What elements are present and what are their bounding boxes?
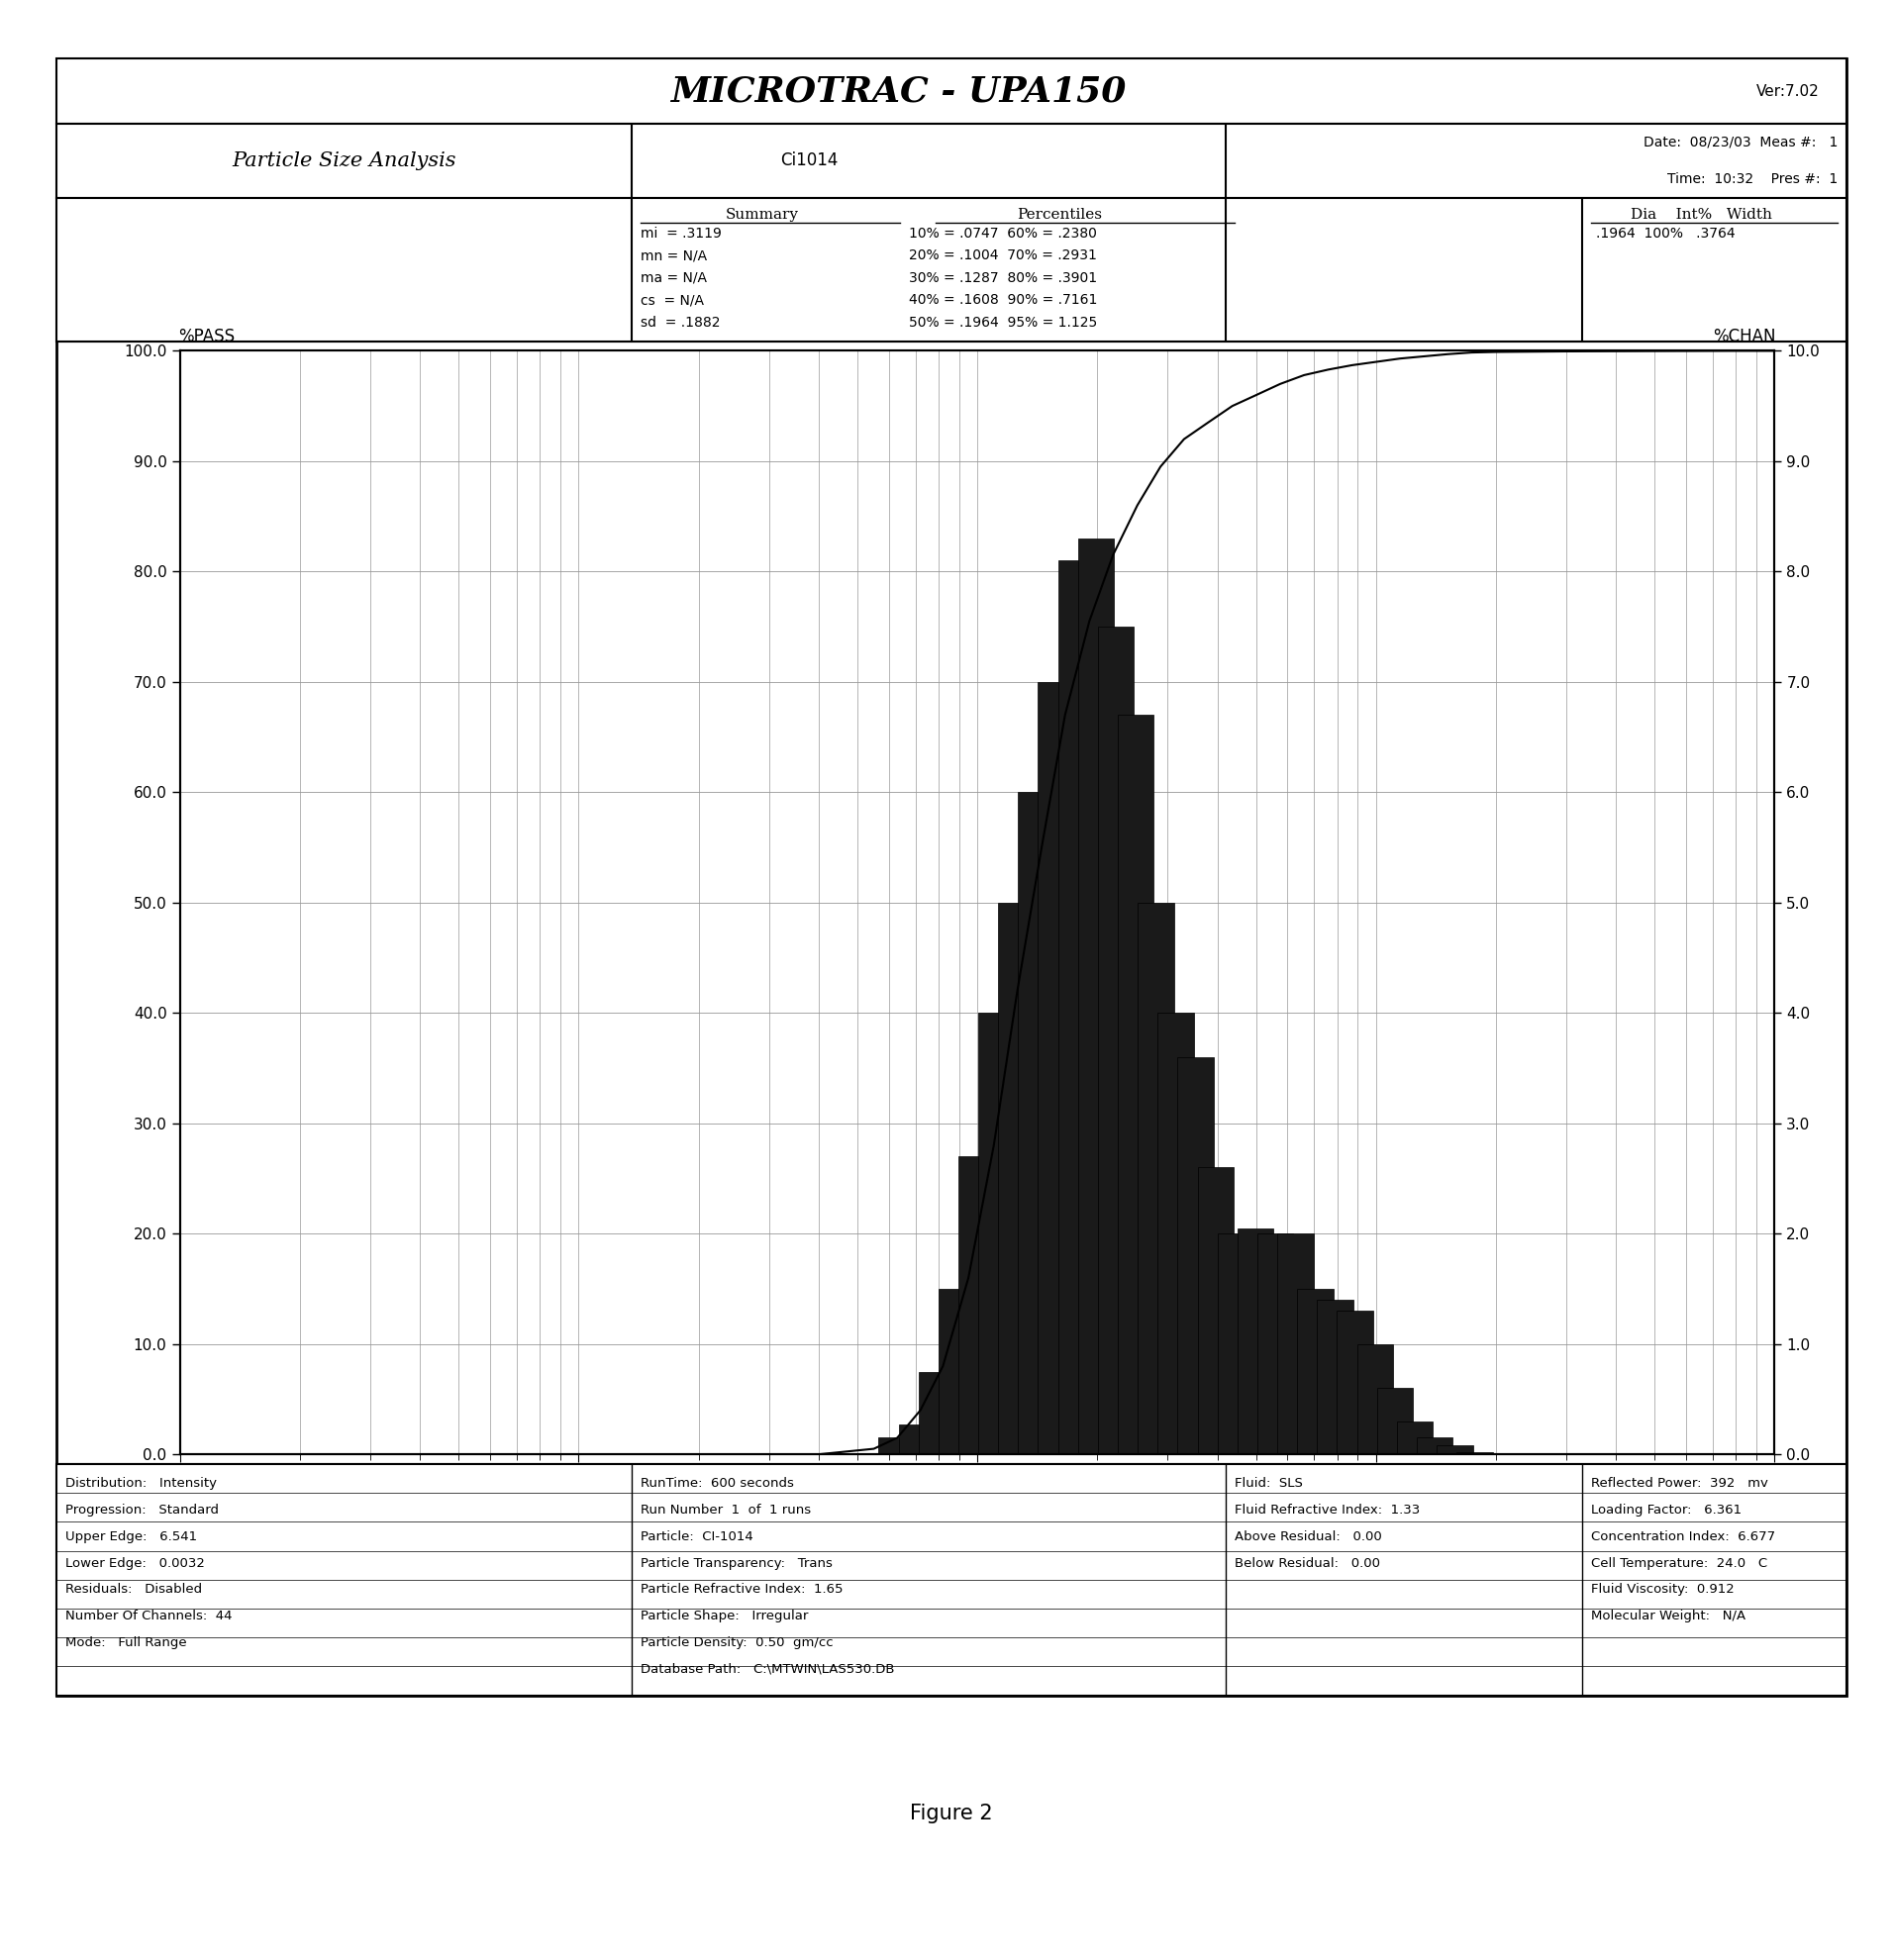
Text: Particle Shape:   Irregular: Particle Shape: Irregular [640, 1609, 809, 1623]
Text: 50% = .1964  95% = 1.125: 50% = .1964 95% = 1.125 [909, 316, 1097, 329]
Bar [979, 1013, 1015, 1454]
Text: Database Path:   C:\MTWIN\LAS530.DB: Database Path: C:\MTWIN\LAS530.DB [640, 1662, 894, 1676]
Text: mn = N/A: mn = N/A [640, 249, 706, 263]
Bar [958, 1156, 994, 1454]
Text: Fluid Refractive Index:  1.33: Fluid Refractive Index: 1.33 [1235, 1503, 1420, 1517]
Text: Mode:   Full Range: Mode: Full Range [66, 1637, 188, 1648]
Text: Particle Refractive Index:  1.65: Particle Refractive Index: 1.65 [640, 1584, 843, 1595]
Text: Run Number  1  of  1 runs: Run Number 1 of 1 runs [640, 1503, 811, 1517]
Bar [1038, 682, 1074, 1454]
Bar [1356, 1345, 1394, 1454]
Text: Ver:7.02: Ver:7.02 [1758, 84, 1820, 98]
Bar [879, 1439, 915, 1454]
Text: %PASS: %PASS [178, 327, 235, 345]
Bar [1138, 902, 1174, 1454]
Text: Below Residual:   0.00: Below Residual: 0.00 [1235, 1556, 1381, 1570]
Text: Lower Edge:   0.0032: Lower Edge: 0.0032 [66, 1556, 205, 1570]
Bar [1337, 1311, 1373, 1454]
Bar [1456, 1452, 1492, 1454]
Text: 10% = .0747  60% = .2380: 10% = .0747 60% = .2380 [909, 227, 1097, 241]
Text: Cell Temperature:  24.0   C: Cell Temperature: 24.0 C [1591, 1556, 1767, 1570]
Bar [938, 1290, 974, 1454]
Bar [1157, 1013, 1193, 1454]
Bar [1417, 1439, 1453, 1454]
Bar [1438, 1445, 1474, 1454]
Bar [1099, 627, 1135, 1454]
Bar [1178, 1056, 1214, 1454]
Text: Ci1014: Ci1014 [780, 151, 837, 171]
Bar [1316, 1299, 1352, 1454]
Text: Upper Edge:   6.541: Upper Edge: 6.541 [66, 1531, 197, 1543]
Text: Molecular Weight:   N/A: Molecular Weight: N/A [1591, 1609, 1744, 1623]
X-axis label: - Size (microns) -: - Size (microns) - [902, 1494, 1053, 1511]
Bar [1377, 1388, 1413, 1454]
Text: 40% = .1608  90% = .7161: 40% = .1608 90% = .7161 [909, 294, 1097, 308]
Text: Time:  10:32    Pres #:  1: Time: 10:32 Pres #: 1 [1667, 172, 1837, 186]
Text: Reflected Power:  392   mv: Reflected Power: 392 mv [1591, 1476, 1767, 1490]
Bar [1019, 792, 1055, 1454]
Text: Distribution:   Intensity: Distribution: Intensity [66, 1476, 218, 1490]
Text: Figure 2: Figure 2 [911, 1803, 992, 1823]
Bar [898, 1425, 934, 1454]
Text: 20% = .1004  70% = .2931: 20% = .1004 70% = .2931 [909, 249, 1097, 263]
Text: Number Of Channels:  44: Number Of Channels: 44 [66, 1609, 233, 1623]
Text: Dia    Int%   Width: Dia Int% Width [1631, 208, 1771, 221]
Text: Loading Factor:   6.361: Loading Factor: 6.361 [1591, 1503, 1741, 1517]
Text: Above Residual:   0.00: Above Residual: 0.00 [1235, 1531, 1383, 1543]
Bar [1078, 539, 1114, 1454]
Text: mi  = .3119: mi = .3119 [640, 227, 722, 241]
Text: Fluid:  SLS: Fluid: SLS [1235, 1476, 1303, 1490]
Bar [1197, 1168, 1233, 1454]
Text: Residuals:   Disabled: Residuals: Disabled [66, 1584, 203, 1595]
Text: Progression:   Standard: Progression: Standard [66, 1503, 220, 1517]
Text: %CHAN: %CHAN [1714, 327, 1777, 345]
Bar [1059, 561, 1095, 1454]
Text: .1964  100%   .3764: .1964 100% .3764 [1597, 227, 1735, 241]
Text: Summary: Summary [725, 208, 799, 221]
Bar [919, 1372, 955, 1454]
Text: Particle Size Analysis: Particle Size Analysis [231, 151, 456, 171]
Text: Date:  08/23/03  Meas #:   1: Date: 08/23/03 Meas #: 1 [1644, 135, 1837, 149]
Text: ma = N/A: ma = N/A [640, 270, 706, 284]
Text: Particle:  CI-1014: Particle: CI-1014 [640, 1531, 754, 1543]
Text: sd  = .1882: sd = .1882 [640, 316, 720, 329]
Bar [998, 902, 1034, 1454]
Text: Fluid Viscosity:  0.912: Fluid Viscosity: 0.912 [1591, 1584, 1735, 1595]
Bar [1218, 1233, 1254, 1454]
Text: Percentiles: Percentiles [1017, 208, 1102, 221]
Bar [1117, 715, 1153, 1454]
Bar [1258, 1233, 1294, 1454]
Text: MICROTRAC - UPA150: MICROTRAC - UPA150 [670, 74, 1125, 108]
Text: cs  = N/A: cs = N/A [640, 294, 705, 308]
Text: Concentration Index:  6.677: Concentration Index: 6.677 [1591, 1531, 1775, 1543]
Bar [1297, 1290, 1333, 1454]
Bar [1237, 1229, 1273, 1454]
Text: RunTime:  600 seconds: RunTime: 600 seconds [640, 1476, 794, 1490]
Text: Particle Transparency:   Trans: Particle Transparency: Trans [640, 1556, 831, 1570]
Bar [1277, 1233, 1313, 1454]
Text: 30% = .1287  80% = .3901: 30% = .1287 80% = .3901 [909, 270, 1097, 284]
Text: Particle Density:  0.50  gm/cc: Particle Density: 0.50 gm/cc [640, 1637, 833, 1648]
Bar [1398, 1421, 1434, 1454]
